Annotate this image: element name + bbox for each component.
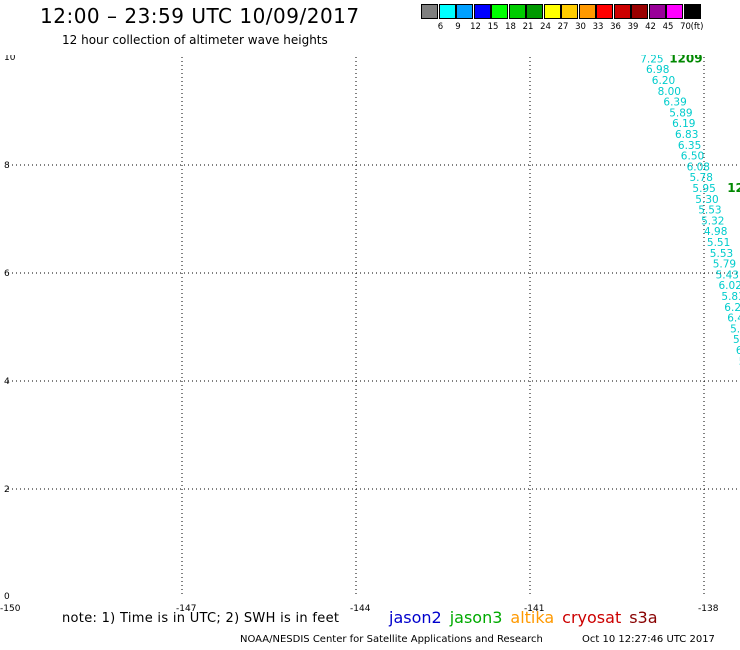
legend-label: 27 <box>557 22 569 32</box>
legend-swatch <box>438 4 456 19</box>
x-tick-label: -138 <box>698 604 719 614</box>
swh-value: 6.39 <box>663 97 686 109</box>
swh-value: 6.20 <box>652 75 675 87</box>
swh-value: 5.89 <box>669 107 692 119</box>
swh-value: 5.30 <box>695 194 718 206</box>
legend-label: 12 <box>470 22 481 32</box>
y-tick-label: 6 <box>4 269 10 279</box>
legend-label: 39 <box>627 22 639 32</box>
legend-swatch <box>421 4 438 19</box>
legend-label: 24 <box>540 22 551 32</box>
swh-value: 6.08 <box>687 161 710 173</box>
legend-label: 45 <box>662 22 674 32</box>
swh-value: 5.91 <box>730 323 740 335</box>
legend-swatch <box>631 4 648 19</box>
legend-label: 70 <box>680 22 691 32</box>
swh-value: 5.43 <box>716 269 739 281</box>
legend-label: 18 <box>505 22 516 32</box>
x-tick-label: -150 <box>0 604 21 614</box>
legend-swatch <box>508 4 526 19</box>
swh-value: 6.19 <box>672 118 695 130</box>
swh-value: 6.28 <box>724 302 740 314</box>
swh-value: 8.00 <box>658 86 681 98</box>
swh-value: 6.98 <box>646 64 669 76</box>
legend-swatch <box>578 4 596 19</box>
swh-value: 5.53 <box>698 205 721 217</box>
swh-value: 5.79 <box>713 259 736 271</box>
swh-value: 7.25 <box>640 55 663 65</box>
legend-swatch <box>613 4 631 19</box>
x-tick-label: -144 <box>350 604 371 614</box>
map-subtitle: 12 hour collection of altimeter wave hei… <box>62 33 328 47</box>
swh-value: 6.50 <box>681 151 704 163</box>
legend-label: 36 <box>610 22 621 32</box>
legend-swatch <box>491 4 508 19</box>
swh-value: 5.95 <box>692 183 715 195</box>
swh-value: 5.32 <box>701 215 724 227</box>
legend-swatch <box>526 4 543 19</box>
legend-swatch <box>683 4 701 19</box>
swh-value: 6.83 <box>675 129 698 141</box>
satellite-cryosat: cryosat <box>562 608 622 627</box>
legend-label: 9 <box>455 22 461 32</box>
swh-value: 6.06 <box>736 345 740 357</box>
satellite-s3a: s3a <box>629 608 658 627</box>
footer-timestamp: Oct 10 12:27:46 UTC 2017 <box>582 634 715 645</box>
swh-value: 6.35 <box>678 140 701 152</box>
map-title: 12:00 – 23:59 UTC 10/09/2017 <box>40 4 360 28</box>
y-tick-label: 2 <box>4 485 10 495</box>
legend-label: 15 <box>487 22 499 32</box>
legend-label: 30 <box>575 22 586 32</box>
map-plot: -150-147-144-141-138-1302468107.256.986.… <box>0 55 740 615</box>
legend-swatch <box>596 4 613 19</box>
swh-value: 6.48 <box>727 313 740 325</box>
legend-swatch <box>543 4 561 19</box>
footnote: note: 1) Time is in UTC; 2) SWH is in fe… <box>62 611 340 626</box>
satellite-jason3: jason3 <box>449 608 503 627</box>
satellite-jason2: jason2 <box>389 608 442 627</box>
swh-value: 5.55 <box>733 334 740 346</box>
legend-swatch <box>561 4 578 19</box>
time-label: 1210 <box>727 181 740 195</box>
map-canvas: -150-147-144-141-138-1302468107.256.986.… <box>0 55 740 614</box>
time-label: 1209 <box>669 55 702 65</box>
swh-value: 4.98 <box>704 226 727 238</box>
y-tick-label: 0 <box>4 592 10 602</box>
footer-organization: NOAA/NESDIS Center for Satellite Applica… <box>240 634 543 645</box>
swh-value: 6.02 <box>719 280 740 292</box>
swh-value: 5.53 <box>710 248 733 260</box>
y-tick-label: 10 <box>4 55 16 63</box>
legend-label: 33 <box>592 22 604 32</box>
legend-label: 42 <box>645 22 656 32</box>
swh-value: 5.78 <box>690 172 713 184</box>
swh-value: 5.83 <box>721 291 740 303</box>
legend-swatch <box>456 4 473 19</box>
swh-value: 5.91 <box>739 356 740 368</box>
satellite-legend: jason2 jason3 altika cryosat s3a <box>389 608 666 627</box>
y-tick-label: 4 <box>4 377 10 387</box>
x-tick-label: -147 <box>176 604 196 614</box>
y-tick-label: 8 <box>4 161 10 171</box>
legend-label: 6 <box>437 22 444 32</box>
legend-swatch <box>666 4 683 19</box>
satellite-altika: altika <box>510 608 555 627</box>
legend-swatch <box>648 4 666 19</box>
legend-unit: (ft) <box>690 22 704 32</box>
legend-label: 21 <box>522 22 534 32</box>
x-tick-label: -141 <box>524 604 544 614</box>
swh-value: 5.51 <box>707 237 730 249</box>
legend-swatch <box>473 4 491 19</box>
